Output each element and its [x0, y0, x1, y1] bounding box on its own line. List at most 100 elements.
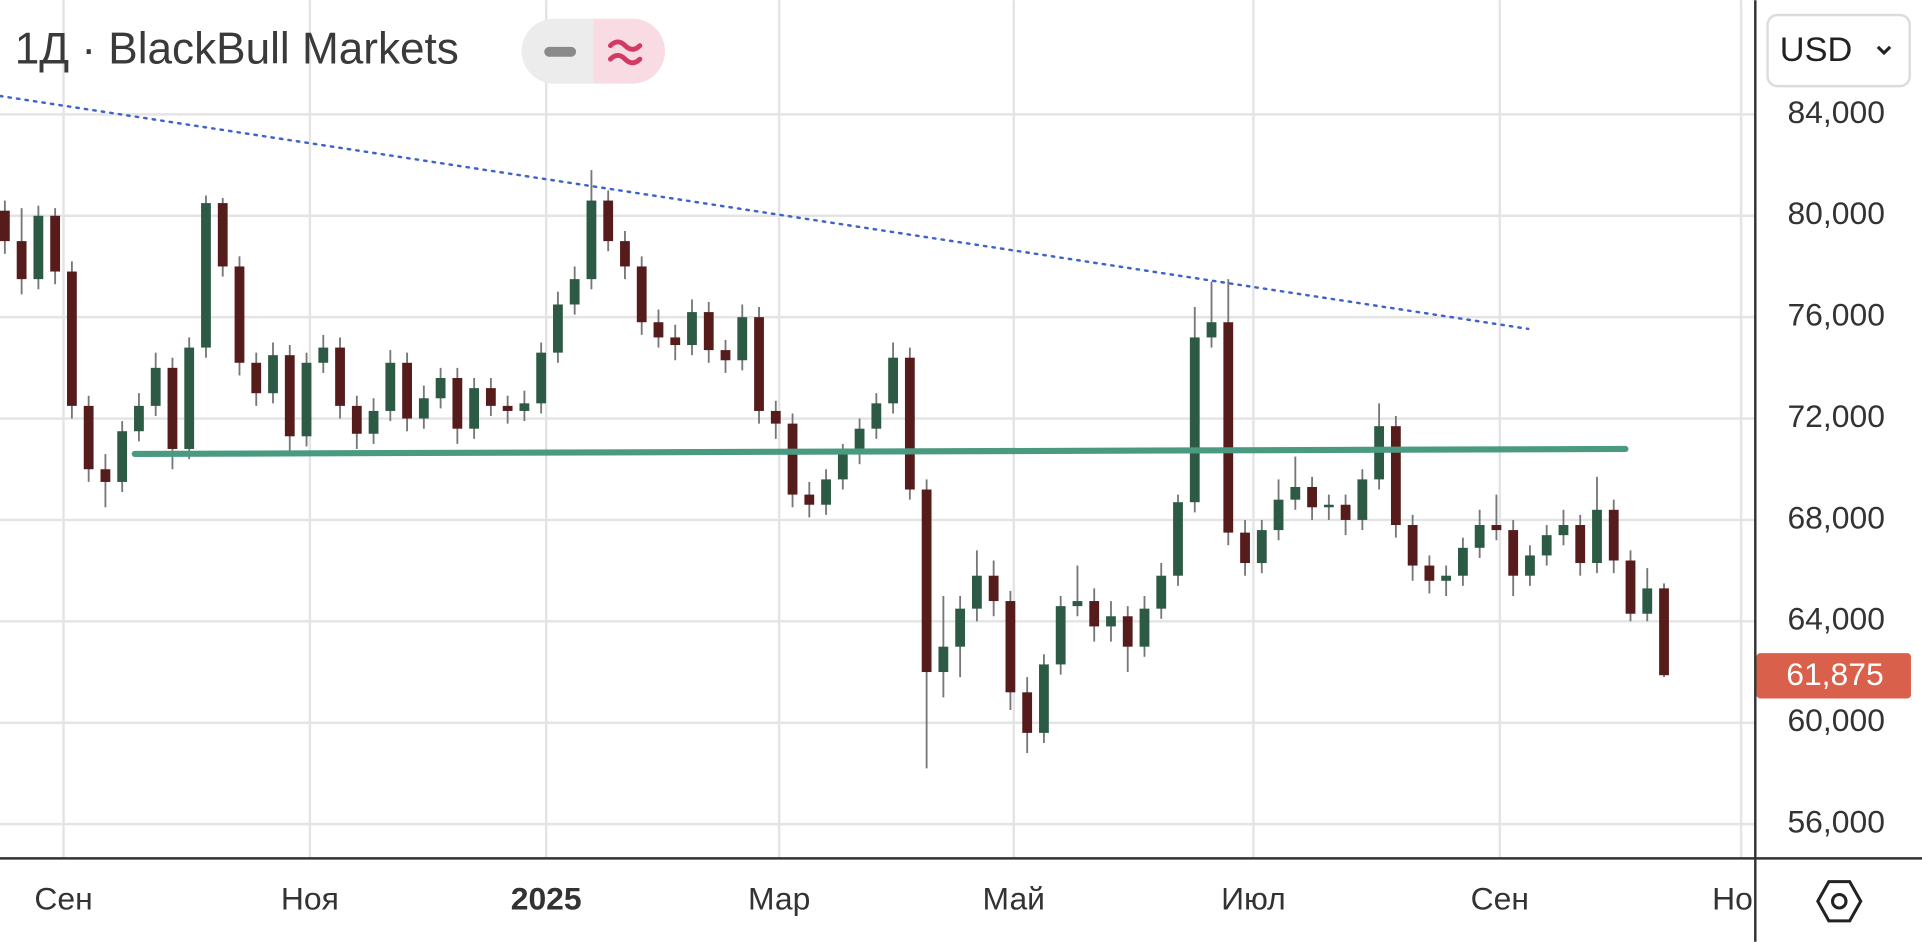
candle-body	[1642, 588, 1653, 614]
candle-body	[1240, 532, 1250, 564]
candle-body	[603, 200, 614, 242]
candle-body	[938, 646, 949, 673]
currency-button[interactable]: USD	[1766, 13, 1911, 88]
x-tick-label: Сен	[34, 881, 92, 917]
candle-body	[871, 403, 882, 429]
candle-body	[1139, 608, 1150, 647]
candle-body	[888, 357, 899, 404]
candle-body	[569, 279, 580, 305]
last-price-label: 61,875	[1786, 656, 1883, 692]
candle-body	[670, 337, 681, 346]
candle-body	[1424, 565, 1435, 581]
hexagon[interactable]	[1816, 880, 1863, 923]
candle-body	[1608, 509, 1619, 561]
x-tick-label: Май	[983, 881, 1045, 917]
approx-icon	[607, 39, 643, 66]
candle-body	[16, 241, 27, 280]
candle-body	[1223, 322, 1234, 533]
candle-body	[1508, 530, 1519, 576]
currency-label[interactable]: USD	[1780, 31, 1852, 69]
y-tick-label: 72,000	[1787, 398, 1884, 434]
candle-body	[1625, 560, 1636, 614]
candle-body	[955, 608, 966, 647]
y-tick-label: 84,000	[1787, 94, 1884, 130]
x-axis: Сен Ноя 2025 Мар Май Июл Сен Ноя	[34, 881, 1770, 917]
y-tick-label: 80,000	[1787, 195, 1884, 231]
candle-body	[435, 377, 446, 399]
x-tick-label: Ноя	[281, 881, 339, 917]
candle-body	[485, 388, 496, 406]
candle-body	[904, 357, 915, 490]
candle-body	[1407, 525, 1418, 566]
candle-body	[586, 200, 597, 280]
candle-body	[1575, 525, 1586, 564]
candle-body	[1206, 322, 1217, 338]
candle-body	[251, 362, 262, 394]
candle-body	[1122, 616, 1133, 647]
candle-body	[1173, 502, 1183, 576]
candle-body	[1189, 337, 1200, 503]
candle-body	[1290, 486, 1301, 500]
candle-body	[1072, 601, 1083, 607]
x-tick-label: Сен	[1471, 881, 1529, 917]
candle-body	[83, 405, 94, 470]
candle-body	[217, 203, 228, 267]
x-tick-label: Ноя	[1712, 881, 1770, 917]
chart-title: 1Д · BlackBull Markets	[15, 24, 459, 73]
candle-body	[1273, 499, 1284, 531]
candle-body	[402, 362, 412, 419]
x-tick-label: Мар	[748, 881, 810, 917]
candle-body	[1474, 525, 1485, 548]
last-price-box	[1756, 653, 1911, 699]
candle-body	[804, 494, 815, 505]
candle-body	[1458, 547, 1468, 576]
candle-body	[837, 454, 848, 480]
candle-body	[1323, 504, 1334, 508]
candle-body	[1307, 486, 1317, 508]
candle-body	[737, 317, 748, 361]
candle-body	[368, 410, 379, 434]
chevron	[1876, 45, 1892, 56]
y-tick-label: 68,000	[1787, 499, 1884, 535]
candle-body	[50, 215, 61, 272]
y-tick-label: 56,000	[1787, 804, 1884, 840]
candle-body	[150, 367, 161, 406]
candle-body	[502, 405, 513, 411]
candle-body	[452, 377, 463, 429]
dash-icon	[544, 46, 577, 57]
candle-body	[971, 575, 982, 609]
y-tick-label: 76,000	[1787, 297, 1884, 333]
y-axis: 56,000 60,000 64,000 68,000 72,000 76,000 80,0…	[1787, 94, 1884, 840]
candle-body	[1340, 504, 1351, 520]
candle-body	[66, 271, 77, 406]
style-toggle[interactable]	[521, 18, 665, 84]
currency-box[interactable]	[1766, 13, 1911, 88]
candle-body	[720, 350, 731, 361]
candle-body	[921, 489, 932, 673]
candle-body	[1106, 616, 1116, 627]
hexagon-dot	[1830, 892, 1848, 910]
candle-body	[1089, 601, 1100, 627]
candle-body	[469, 388, 480, 429]
drawing-line	[131, 445, 1629, 457]
candle-body	[687, 312, 697, 346]
candle-body	[1256, 530, 1267, 564]
settings-icon[interactable]	[1816, 880, 1863, 923]
candle-body	[201, 203, 211, 348]
candle-body	[1055, 606, 1066, 665]
candle-body	[787, 423, 798, 495]
candle-body	[519, 403, 530, 411]
candle-body	[385, 362, 396, 411]
x-tick-label: Июл	[1221, 881, 1286, 917]
candle-body	[351, 405, 362, 434]
candle-body	[703, 312, 714, 351]
candle-body	[184, 347, 195, 449]
candle-body	[1525, 555, 1535, 576]
plot	[0, 94, 1669, 769]
candle-body	[1357, 479, 1368, 520]
candle-body	[1491, 525, 1502, 531]
candle-body	[1541, 535, 1552, 556]
candle-body	[536, 352, 547, 404]
